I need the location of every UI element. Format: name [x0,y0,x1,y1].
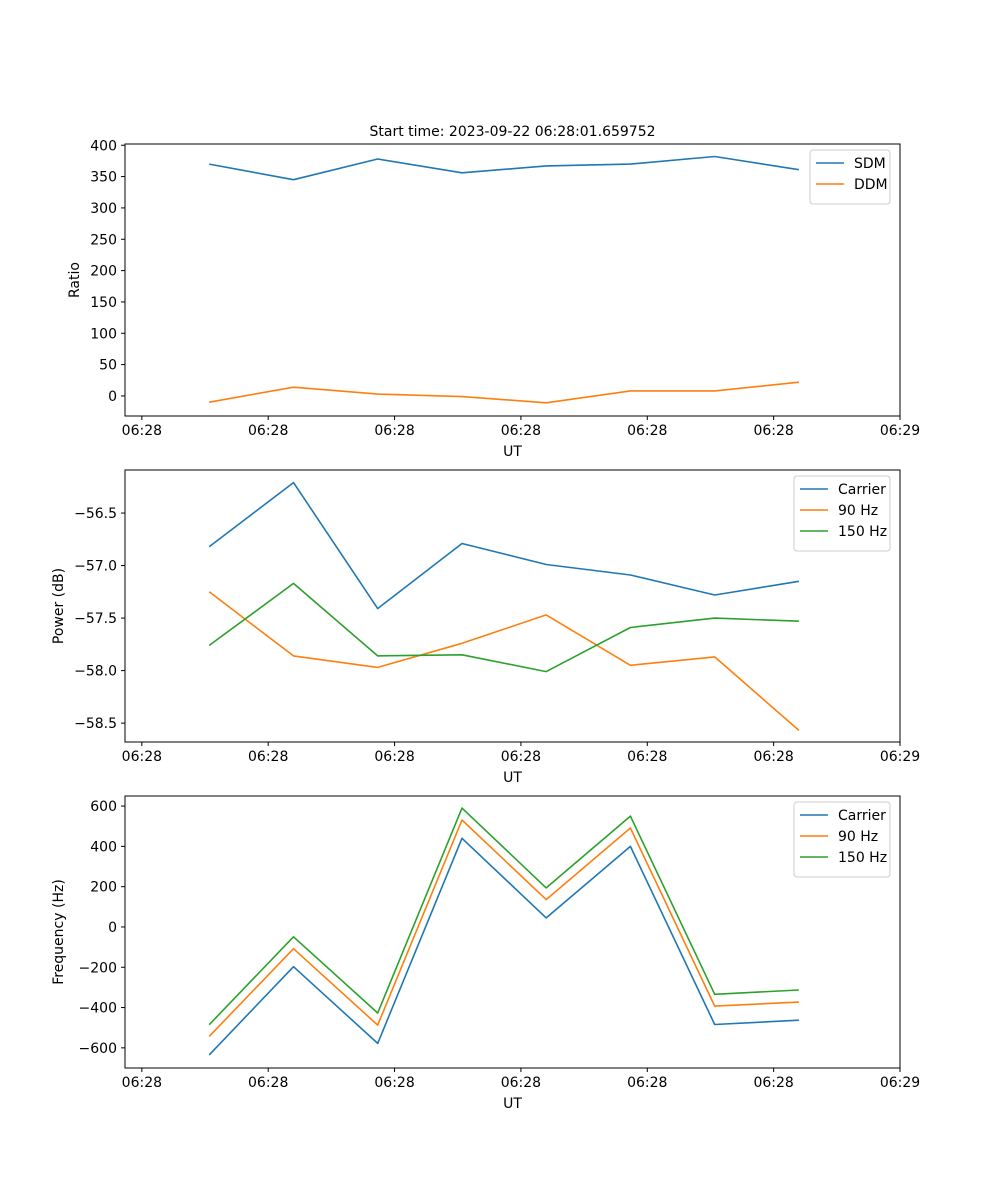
x-tick-label: 06:28 [627,423,667,439]
x-tick-label: 06:29 [880,1075,920,1091]
x-tick-label: 06:28 [627,749,667,765]
legend-label: 90 Hz [838,829,878,845]
y-tick-label: −56.5 [74,506,117,522]
y-axis-label: Ratio [67,262,83,298]
x-tick-label: 06:28 [501,749,541,765]
chart-title: Start time: 2023-09-22 06:28:01.659752 [369,124,655,140]
y-tick-label: −58.5 [74,716,117,732]
x-tick-label: 06:28 [122,749,162,765]
legend-label: 90 Hz [838,503,878,519]
y-axis-label: Power (dB) [51,568,67,644]
y-tick-label: 300 [90,201,117,217]
axes-frame [124,469,901,743]
legend-label: DDM [854,177,888,193]
y-axis-label: Frequency (Hz) [51,879,67,985]
x-tick-label: 06:29 [880,423,920,439]
legend-label: Carrier [838,808,886,824]
y-tick-label: −58.0 [74,664,117,680]
x-tick-label: 06:28 [627,1075,667,1091]
y-tick-label: −600 [79,1041,117,1057]
x-tick-label: 06:28 [374,749,414,765]
y-tick-label: −57.5 [74,611,117,627]
x-tick-label: 06:28 [374,1075,414,1091]
series-line-90-hz [208,591,800,732]
subplot-3: 06:28 06:28 06:28 06:28 06:28 06:28 06:29 −600 −… [51,795,920,1112]
legend: Carrier 90 Hz 150 Hz [793,801,891,878]
x-tick-label: 06:28 [122,423,162,439]
legend-label: 150 Hz [838,850,887,866]
x-tick-label: 06:28 [248,749,288,765]
series-line-90-hz [208,819,799,1037]
x-tick-label: 06:28 [248,423,288,439]
series-line-carrier [208,481,800,610]
y-tick-label: 600 [90,799,117,815]
axes-frame [124,143,901,417]
x-tick-label: 06:28 [122,1075,162,1091]
legend: SDM DDM [809,149,891,205]
legend-box [793,475,891,552]
y-tick-label: 200 [90,264,117,280]
legend: Carrier 90 Hz 150 Hz [793,475,891,552]
y-tick-label: 150 [90,295,117,311]
series-line-150-hz [208,807,799,1026]
x-axis-label: UT [503,444,522,460]
y-tick-label: −57.0 [74,559,117,575]
x-tick-label: 06:28 [753,423,793,439]
x-tick-label: 06:28 [753,749,793,765]
legend-box [793,801,891,878]
x-tick-label: 06:28 [501,423,541,439]
subplot-2: 06:28 06:28 06:28 06:28 06:28 06:28 06:29 −58.5… [51,469,920,786]
y-tick-label: 0 [108,920,117,936]
x-tick-label: 06:28 [248,1075,288,1091]
x-tick-label: 06:28 [753,1075,793,1091]
y-tick-label: −200 [79,960,117,976]
y-tick-label: 50 [99,358,117,374]
x-tick-label: 06:28 [374,423,414,439]
x-tick-label: 06:28 [501,1075,541,1091]
y-tick-label: 100 [90,326,117,342]
y-tick-label: 400 [90,839,117,855]
y-tick-label: 0 [108,389,117,405]
x-axis-label: UT [503,770,522,786]
series-line-carrier [208,837,799,1056]
y-tick-label: 250 [90,232,117,248]
subplot-1: Start time: 2023-09-22 06:28:01.659752 06… [67,124,920,460]
legend-label: Carrier [838,482,886,498]
legend-label: SDM [854,156,886,172]
y-tick-label: 350 [90,170,117,186]
axes-frame [124,795,901,1069]
y-tick-label: 200 [90,880,117,896]
y-tick-label: −400 [79,1001,117,1017]
legend-label: 150 Hz [838,524,887,540]
x-axis-label: UT [503,1096,522,1112]
series-line-ddm [209,381,799,404]
series-line-sdm [209,155,800,181]
series-line-150-hz [208,582,799,673]
y-tick-label: 400 [90,138,117,154]
x-tick-label: 06:29 [880,749,920,765]
